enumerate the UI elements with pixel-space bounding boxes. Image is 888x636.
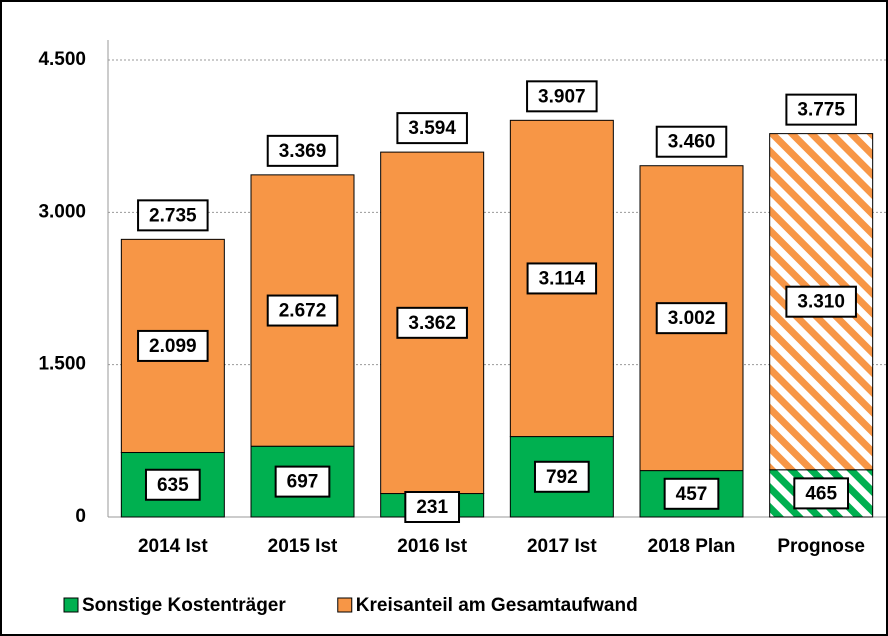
- y-tick-label: 3.000: [38, 201, 86, 222]
- total-label-box: [266, 134, 339, 167]
- value-label: 697: [287, 472, 319, 493]
- value-label: 3.114: [539, 268, 586, 289]
- x-tick-label: 2016 Ist: [397, 536, 467, 557]
- value-label-box: [274, 465, 331, 498]
- value-label: 457: [676, 484, 708, 505]
- value-label-box: [266, 294, 339, 327]
- legend-label: Kreisanteil am Gesamtaufwand: [356, 595, 638, 616]
- value-label-box: [793, 477, 850, 510]
- total-label: 3.907: [538, 86, 586, 107]
- x-tick-label: 2018 Plan: [648, 536, 736, 557]
- value-label-box: [144, 468, 201, 501]
- total-label: 3.369: [279, 141, 327, 162]
- value-label: 792: [546, 467, 578, 488]
- x-tick-label: Prognose: [777, 536, 865, 557]
- value-label-box: [137, 329, 209, 362]
- value-label: 3.002: [668, 308, 716, 329]
- value-label: 3.310: [797, 292, 845, 313]
- value-label-box: [663, 477, 720, 510]
- legend-swatch: [63, 597, 79, 613]
- total-label-box: [526, 80, 598, 113]
- value-label: 3.362: [408, 313, 456, 334]
- y-tick-label: 0: [75, 506, 86, 527]
- value-label-box: [404, 491, 461, 523]
- total-label-box: [396, 112, 468, 145]
- total-label-box: [785, 93, 857, 126]
- x-tick-label: 2017 Ist: [527, 536, 597, 557]
- x-tick-label: 2014 Ist: [138, 536, 208, 557]
- total-label: 2.735: [149, 205, 197, 226]
- value-label: 635: [157, 475, 189, 496]
- x-tick-label: 2015 Ist: [268, 536, 338, 557]
- legend-swatch: [337, 597, 353, 613]
- value-label-box: [526, 262, 598, 295]
- total-label-box: [655, 125, 728, 158]
- total-label-box: [137, 199, 209, 232]
- value-label: 231: [416, 497, 448, 518]
- total-label: 3.460: [668, 132, 716, 153]
- y-tick-label: 4.500: [38, 49, 86, 70]
- total-label: 3.775: [797, 100, 845, 121]
- value-label-box: [533, 460, 590, 493]
- value-label-box: [785, 285, 857, 318]
- total-label: 3.594: [408, 118, 456, 139]
- value-label: 2.672: [279, 301, 327, 322]
- y-tick-label: 1.500: [38, 354, 86, 375]
- value-label: 2.099: [149, 336, 197, 357]
- value-label-box: [655, 302, 728, 335]
- value-label-box: [396, 306, 468, 339]
- legend-label: Sonstige Kostenträger: [82, 595, 286, 616]
- value-label: 465: [805, 483, 837, 504]
